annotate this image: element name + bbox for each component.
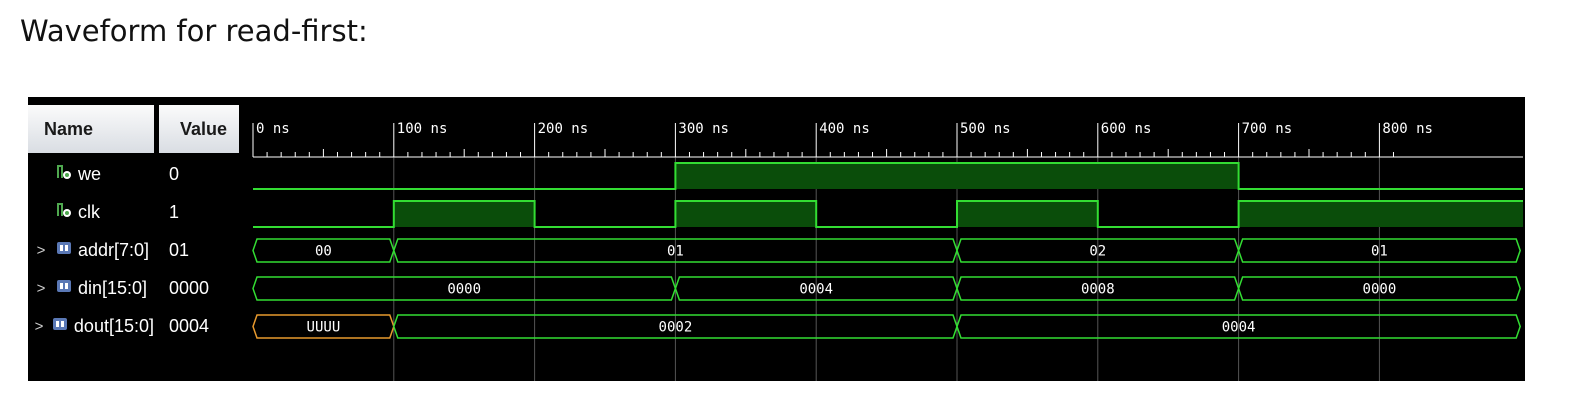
signal-value-text: 0000 <box>169 277 210 298</box>
bit-signal-icon <box>50 163 78 186</box>
waveform-canvas[interactable]: 0 ns 100 ns 200 ns 300 ns 400 ns 500 ns 600 ns… <box>244 97 1525 381</box>
time-tick-label: 100 ns <box>397 121 448 137</box>
bus-value-label: 01 <box>667 244 684 260</box>
bus-signal-icon <box>50 277 78 300</box>
time-tick-label: 500 ns <box>960 121 1011 137</box>
bus-value-label: UUUU <box>307 320 341 336</box>
signal-name: we <box>78 163 102 184</box>
signal-row-clk[interactable]: clk <box>28 193 154 231</box>
bus-segment <box>1237 276 1521 301</box>
bus-signal-icon <box>50 239 78 262</box>
bus-value-label: 0000 <box>447 282 481 298</box>
time-tick-label: 700 ns <box>1242 121 1293 137</box>
bit-signal-icon <box>50 201 78 224</box>
time-tick-label: 200 ns <box>538 121 589 137</box>
bus-value-label: 02 <box>1089 244 1106 260</box>
high-level-fill <box>675 201 817 227</box>
signal-trace-we <box>253 162 1523 190</box>
bus-value-label: 0004 <box>799 282 833 298</box>
bus-signal-icon <box>46 315 74 338</box>
bus-segment <box>252 314 395 339</box>
high-level-fill <box>393 201 535 227</box>
signal-value-text: 01 <box>169 239 190 260</box>
bus-segment <box>956 276 1240 301</box>
time-tick-label: 400 ns <box>819 121 870 137</box>
bus-segment <box>674 276 958 301</box>
signal-row-din[interactable]: > din[15:0] <box>28 269 154 307</box>
signal-name: clk <box>78 201 100 222</box>
chevron-right-icon[interactable]: > <box>36 279 46 297</box>
signal-trace-clk <box>253 200 1523 228</box>
high-level-fill <box>1238 201 1523 227</box>
signal-row-dout[interactable]: > dout[15:0] <box>28 307 154 345</box>
bus-value-label: 0000 <box>1363 282 1397 298</box>
chevron-right-icon[interactable]: > <box>34 317 44 335</box>
signal-value: 01 <box>159 231 239 269</box>
bus-value-label: 0004 <box>1222 320 1256 336</box>
waveform-caption: Waveform for read-first: <box>20 14 368 48</box>
high-level-fill <box>675 163 1239 189</box>
time-tick-label: 800 ns <box>1382 121 1433 137</box>
signal-value: 0000 <box>159 269 239 307</box>
name-column-header[interactable]: Name <box>28 105 154 153</box>
signal-value: 0004 <box>159 307 239 345</box>
signal-value: 1 <box>159 193 239 231</box>
signal-value-text: 0 <box>169 163 180 184</box>
high-level-fill <box>957 201 1098 227</box>
bus-segment <box>393 238 958 263</box>
bus-segment <box>956 238 1240 263</box>
bus-segment <box>252 238 395 263</box>
bus-value-label: 0008 <box>1081 282 1115 298</box>
time-tick-label: 0 ns <box>256 121 290 137</box>
signal-name: dout[15:0] <box>73 315 154 336</box>
bus-segment <box>252 276 677 301</box>
chevron-right-icon[interactable]: > <box>36 241 46 259</box>
signal-row-we[interactable]: we <box>28 155 154 193</box>
bus-value-label: 01 <box>1371 244 1388 260</box>
name-column: Name we clk > addr[7:0] > din[15:0] > dout[15:0… <box>28 97 154 381</box>
value-column: Value 0 1 01 0000 0004 <box>159 97 239 381</box>
time-tick-label: 600 ns <box>1101 121 1152 137</box>
time-tick-label: 300 ns <box>678 121 729 137</box>
signal-value: 0 <box>159 155 239 193</box>
value-column-header[interactable]: Value <box>159 105 239 153</box>
signal-name: addr[7:0] <box>78 239 150 260</box>
bus-segment <box>1237 238 1521 263</box>
bus-value-label: 0002 <box>659 320 693 336</box>
waveform-area[interactable]: 0 ns 100 ns 200 ns 300 ns 400 ns 500 ns 600 ns… <box>244 97 1525 381</box>
signal-value-text: 1 <box>169 201 180 222</box>
bus-segment <box>956 314 1521 339</box>
signal-value-text: 0004 <box>169 315 210 336</box>
bus-segment <box>393 314 958 339</box>
waveform-viewer: Name we clk > addr[7:0] > din[15:0] > dout[15:0… <box>28 97 1525 381</box>
bus-value-label: 00 <box>315 244 332 260</box>
signal-name: din[15:0] <box>78 277 148 298</box>
signal-row-addr[interactable]: > addr[7:0] <box>28 231 154 269</box>
